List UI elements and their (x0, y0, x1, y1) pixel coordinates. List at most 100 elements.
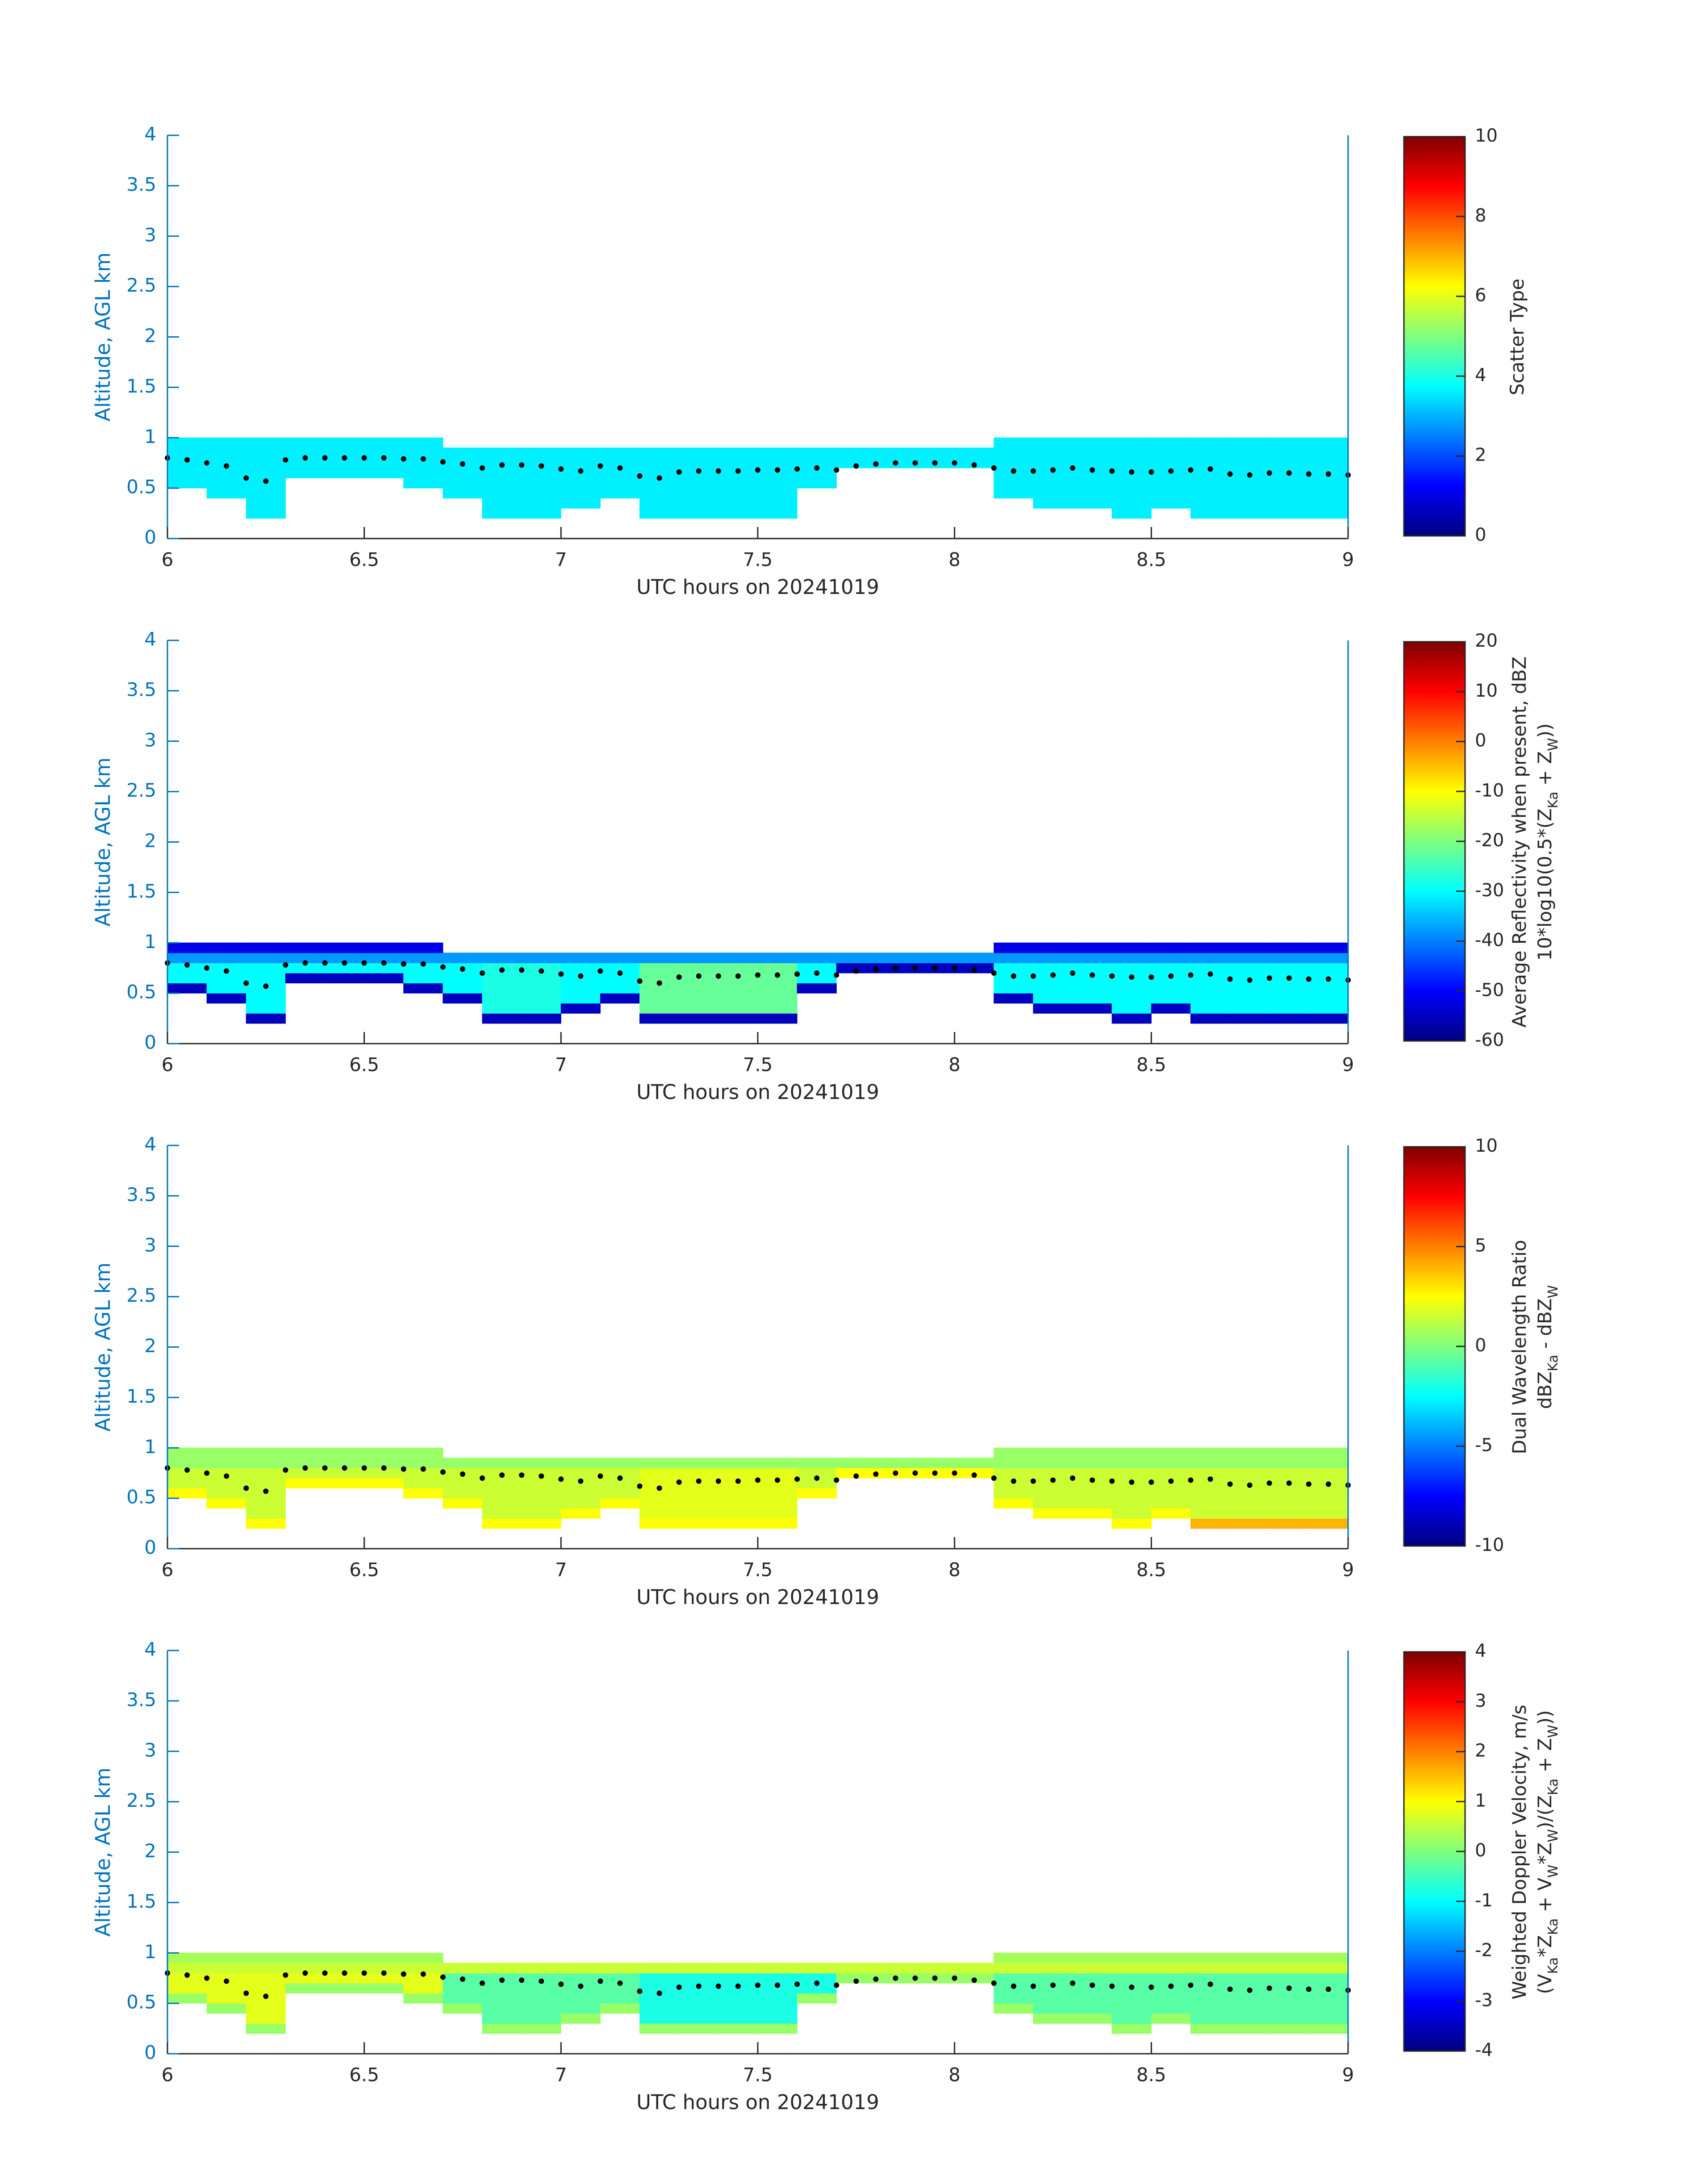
cell (482, 993, 522, 1004)
cell (1151, 1003, 1191, 1014)
cell (757, 1993, 798, 2004)
cell (1269, 993, 1309, 1004)
cell (1151, 1488, 1191, 1499)
cell (443, 1488, 483, 1499)
cell (718, 1972, 758, 1984)
cell (757, 983, 798, 994)
cell (1269, 2013, 1309, 2024)
line-dot (519, 967, 525, 973)
cell (206, 983, 246, 994)
colorbar-tick-label: -30 (1475, 880, 1504, 901)
cell (994, 993, 1034, 1004)
line-dot (361, 1465, 367, 1471)
x-tick-label: 6 (162, 1054, 174, 1076)
cell (206, 1952, 246, 1964)
cell (1033, 1488, 1073, 1499)
line-dot (1168, 1478, 1174, 1484)
line-dot (539, 1473, 544, 1479)
cell (521, 1983, 561, 1994)
y-tick-label: 0.5 (126, 981, 156, 1003)
cell (718, 1467, 758, 1479)
cell (1033, 953, 1073, 963)
cell (1190, 983, 1231, 994)
cell (246, 2013, 286, 2024)
y-tick-label: 0.5 (126, 1991, 156, 2013)
cell (1230, 1488, 1270, 1499)
cell (1230, 1952, 1270, 1964)
cell (1033, 1993, 1073, 2004)
line-dot (1129, 469, 1135, 475)
line-dot (1050, 972, 1056, 978)
cell (718, 1458, 758, 1468)
line-dot (440, 1974, 446, 1980)
colorbar (1403, 641, 1466, 1042)
x-axis-label: UTC hours on 20241019 (636, 575, 879, 599)
x-tick-label: 8.5 (1136, 549, 1166, 571)
cell (679, 508, 719, 519)
cell (1033, 2013, 1073, 2024)
cell (482, 508, 522, 519)
colorbar-label-part: Ka (1545, 1918, 1561, 1935)
cell (718, 508, 758, 519)
line-dot (283, 1972, 288, 1978)
cell (1269, 1972, 1309, 1984)
cell (1190, 1952, 1231, 1964)
cell (206, 2003, 246, 2014)
colorbar-label-part: W (1545, 1864, 1561, 1878)
cell (875, 1963, 916, 1973)
line-dot (1266, 975, 1272, 981)
x-tick-label: 9 (1342, 1559, 1354, 1581)
cell (285, 437, 326, 448)
line-dot (971, 1472, 977, 1478)
cell (1151, 983, 1191, 994)
line-dot (322, 455, 328, 461)
cell (994, 1972, 1034, 1984)
cell (1269, 1993, 1309, 2004)
y-tick-label: 1.5 (126, 880, 156, 902)
x-tick-label: 7 (555, 2064, 567, 2086)
colorbar-label-part: W (1545, 738, 1561, 751)
y-axis-label: Altitude, AGL km (91, 1262, 115, 1432)
cell (757, 1003, 798, 1014)
line-dot (676, 469, 682, 475)
x-tick-label: 8.5 (1136, 2064, 1166, 2086)
colorbar-tick-label: -1 (1475, 1890, 1493, 1911)
cell (1072, 1952, 1112, 1964)
cell (1269, 1467, 1309, 1479)
x-tick-label: 7 (555, 1054, 567, 1076)
cell (1151, 2013, 1191, 2024)
cell (718, 1963, 758, 1973)
cell (718, 993, 758, 1004)
cell (639, 488, 680, 499)
cell (1151, 1508, 1191, 1519)
line-dot (1207, 1981, 1213, 1987)
cell (639, 508, 680, 519)
cell (718, 2003, 758, 2014)
x-axis-label: UTC hours on 20241019 (636, 2090, 879, 2114)
colorbar-label-part: Dual Wavelength Ratio (1508, 1240, 1530, 1454)
cell (206, 1983, 246, 1994)
line-dot (775, 467, 781, 473)
cell (1151, 498, 1191, 509)
cell (1190, 1518, 1231, 1529)
line-dot (480, 1980, 485, 1986)
line-dot (853, 1473, 859, 1479)
cell (994, 2003, 1034, 2014)
cell (994, 1952, 1034, 1964)
cell (1308, 437, 1349, 448)
cell (1151, 993, 1191, 1004)
colorbar-tick-label: 6 (1475, 285, 1486, 306)
colorbar-tick-label: -2 (1475, 1940, 1493, 1961)
line-dot (1188, 1982, 1194, 1988)
cell (757, 962, 798, 974)
line-dot (1090, 1477, 1095, 1483)
cell (1230, 2013, 1270, 2024)
line-dot (1168, 468, 1174, 474)
line-dot (656, 475, 662, 481)
line-dot (243, 1990, 249, 1996)
colorbar-label-part: Ka (1545, 1779, 1561, 1796)
line-dot (578, 1478, 584, 1484)
cell (403, 1952, 443, 1964)
cell (639, 962, 680, 974)
y-tick-label: 0.5 (126, 476, 156, 498)
